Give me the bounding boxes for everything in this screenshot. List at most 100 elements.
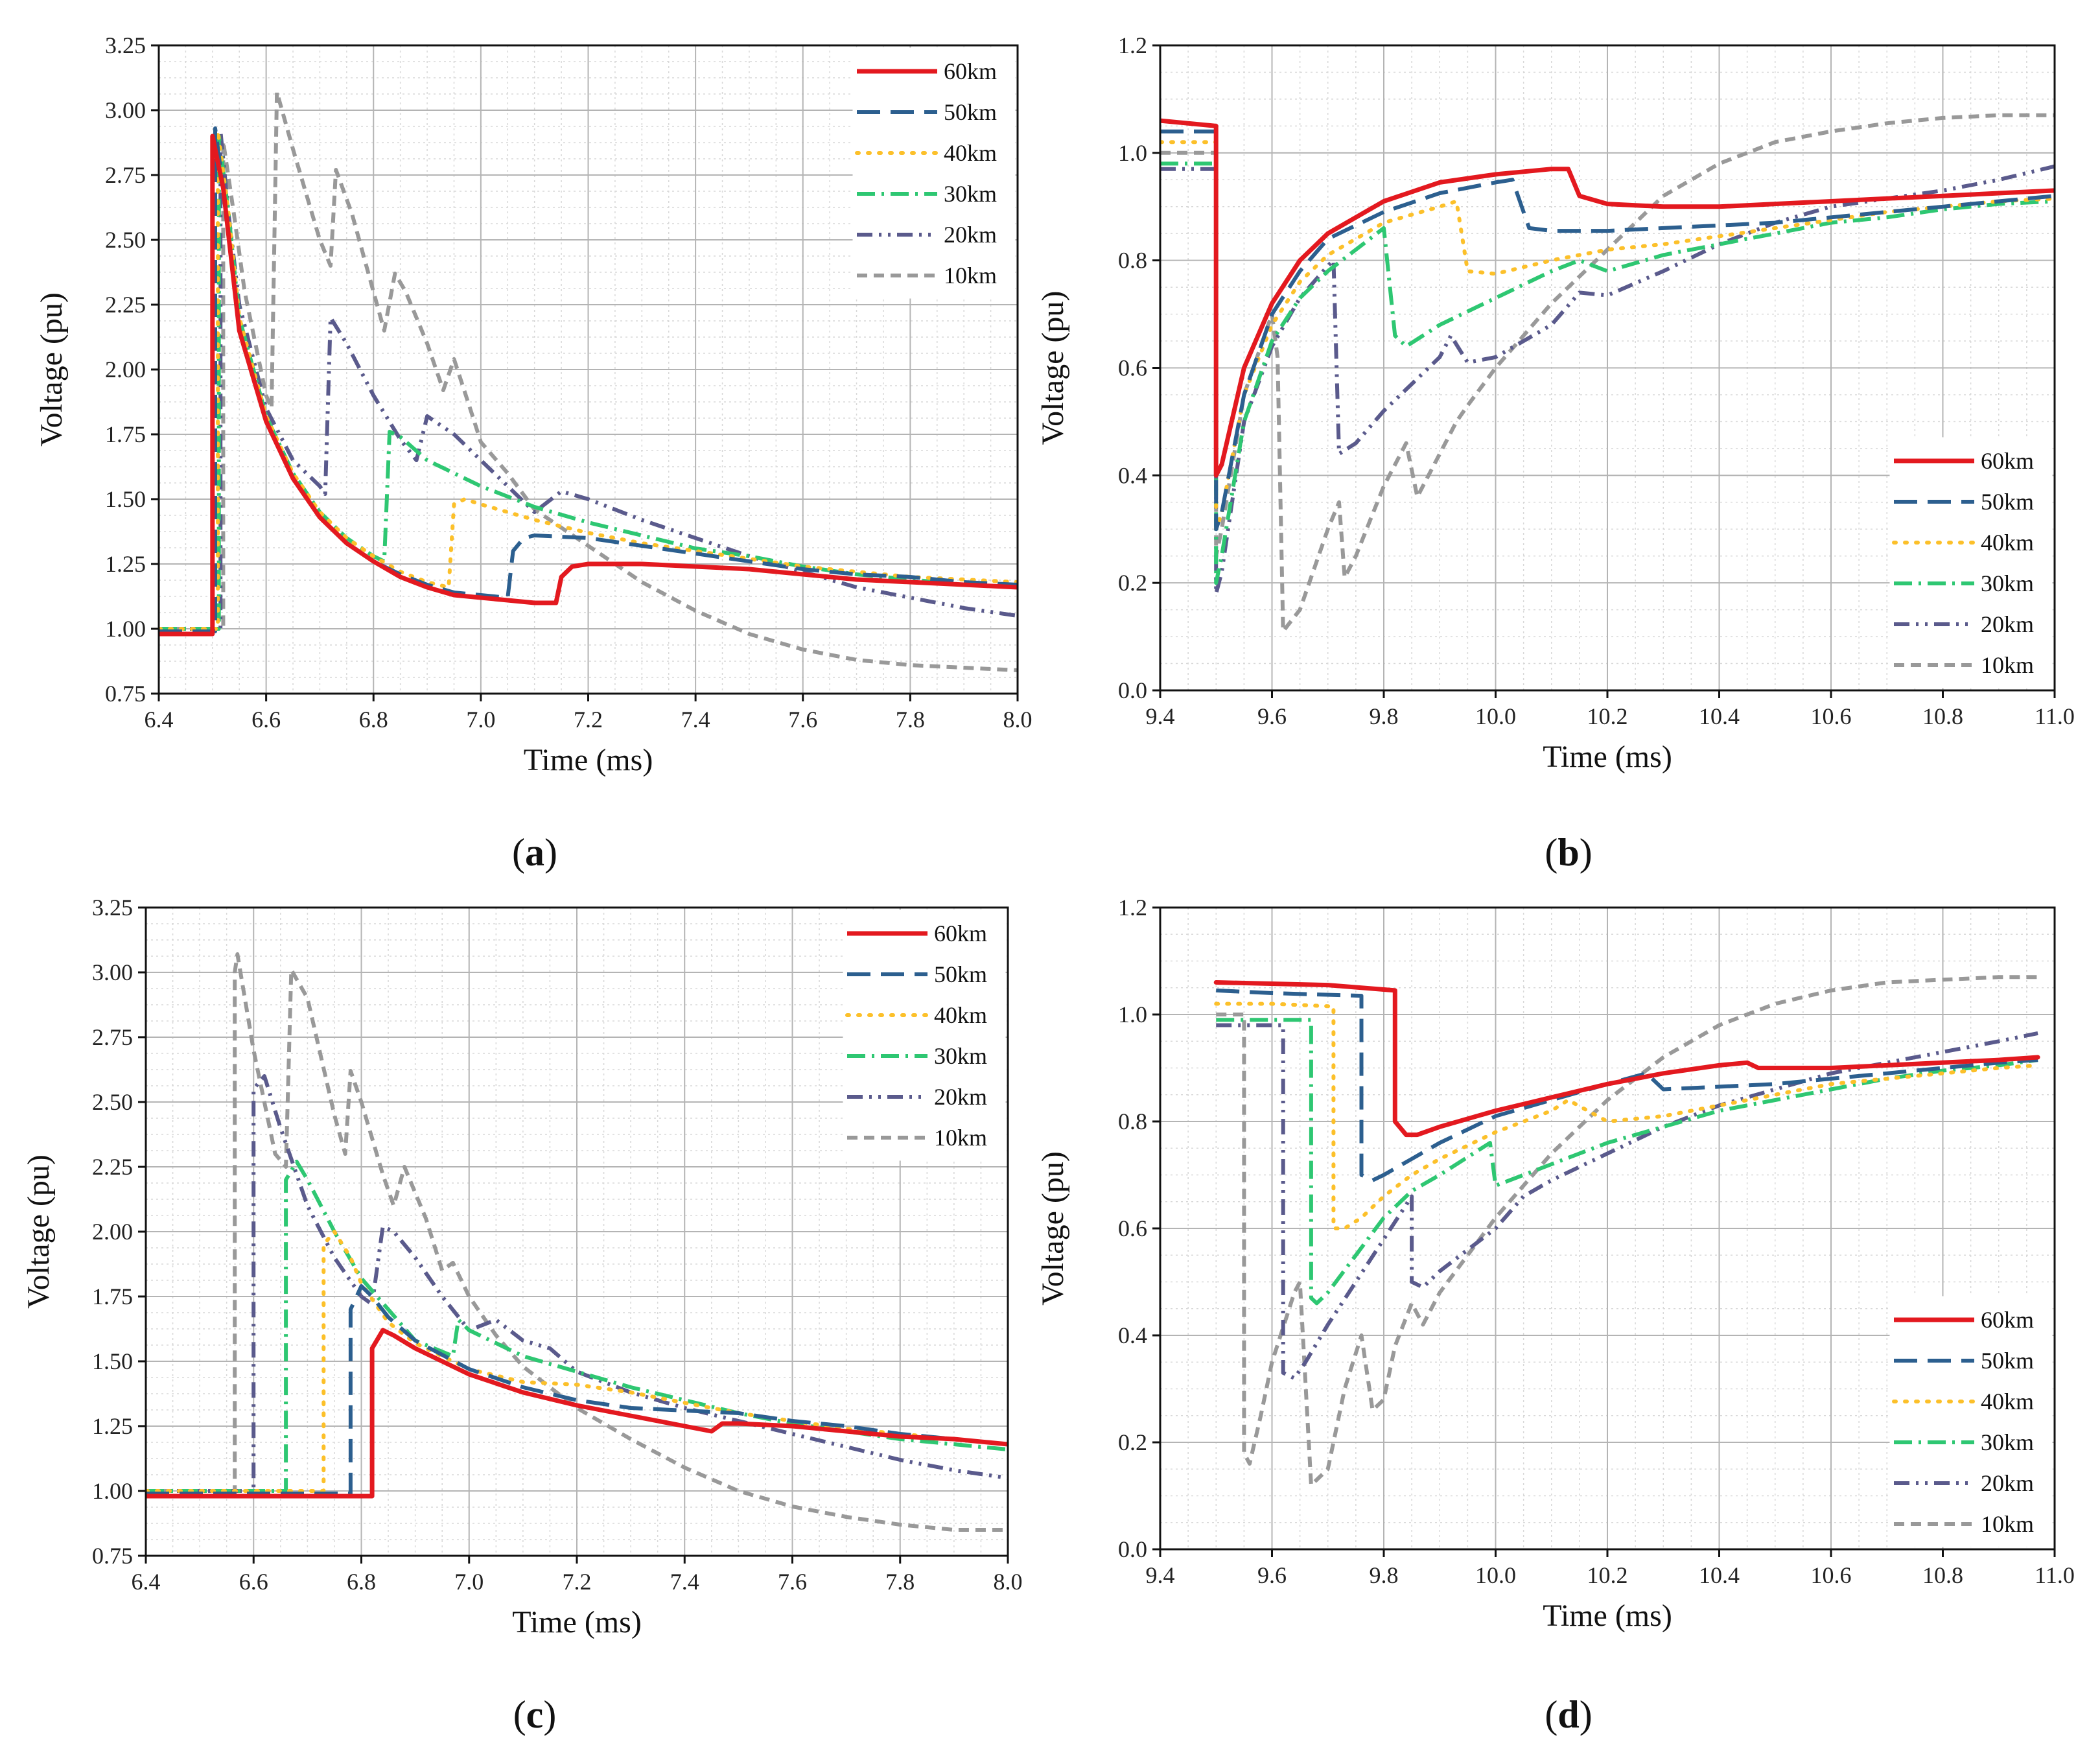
legend: 60km 50km 40km 30km 20km 10km bbox=[843, 909, 1006, 1161]
y-axis-title: Voltage (pu) bbox=[1036, 291, 1070, 445]
x-axis-title: Time (ms) bbox=[524, 743, 653, 777]
legend-label-40km: 40km bbox=[1981, 530, 2034, 556]
x-tick-label: 11.0 bbox=[2035, 703, 2075, 729]
x-axis-title: Time (ms) bbox=[1543, 740, 1672, 774]
legend-box bbox=[1889, 1296, 2053, 1547]
legend: 60km 50km 40km 30km 20km 10km bbox=[1889, 437, 2053, 688]
x-tick-label: 10.6 bbox=[1811, 1562, 1852, 1588]
series-line-40km bbox=[159, 129, 1018, 631]
panel-label-a: (a) bbox=[512, 831, 557, 874]
legend-box bbox=[843, 909, 1006, 1161]
y-tick-label: 1.50 bbox=[92, 1348, 133, 1374]
y-tick-label: 2.00 bbox=[92, 1219, 133, 1245]
y-tick-label: 0.6 bbox=[1118, 1215, 1147, 1241]
legend-label-20km: 20km bbox=[1981, 611, 2034, 637]
x-tick-label: 7.0 bbox=[454, 1569, 484, 1595]
y-tick-label: 2.50 bbox=[92, 1089, 133, 1115]
x-tick-label: 9.4 bbox=[1146, 703, 1175, 729]
x-tick-label: 7.0 bbox=[466, 707, 495, 733]
legend-box bbox=[852, 47, 1016, 299]
legend-label-50km: 50km bbox=[934, 961, 987, 987]
x-tick-label: 6.6 bbox=[251, 707, 281, 733]
x-tick-label: 7.8 bbox=[896, 707, 925, 733]
y-tick-label: 0.75 bbox=[92, 1543, 133, 1569]
legend-label-20km: 20km bbox=[944, 222, 997, 248]
y-tick-label: 3.00 bbox=[92, 959, 133, 985]
x-tick-label: 7.6 bbox=[788, 707, 817, 733]
series-group bbox=[1213, 975, 2040, 1487]
series-line-30km bbox=[1160, 161, 2055, 585]
y-tick-label: 0.0 bbox=[1118, 677, 1147, 703]
legend-label-60km: 60km bbox=[944, 58, 997, 84]
x-tick-label: 6.4 bbox=[132, 1569, 161, 1595]
y-axis-title: Voltage (pu) bbox=[1036, 1151, 1070, 1306]
y-tick-label: 2.00 bbox=[105, 357, 146, 382]
legend-label-30km: 30km bbox=[934, 1043, 987, 1069]
y-tick-label: 2.25 bbox=[105, 292, 146, 318]
y-tick-label: 1.50 bbox=[105, 486, 146, 512]
series-line-60km bbox=[146, 1328, 1008, 1499]
y-tick-label: 2.50 bbox=[105, 227, 146, 253]
x-tick-label: 6.4 bbox=[145, 707, 174, 733]
series-line-10km bbox=[159, 90, 1018, 672]
legend-label-50km: 50km bbox=[1981, 1348, 2034, 1374]
legend-box bbox=[1889, 437, 2053, 688]
legend-label-20km: 20km bbox=[1981, 1470, 2034, 1496]
y-tick-label: 0.2 bbox=[1118, 1429, 1147, 1455]
y-tick-label: 2.25 bbox=[92, 1154, 133, 1180]
panel-label-d: (d) bbox=[1545, 1693, 1592, 1736]
legend-label-30km: 30km bbox=[1981, 570, 2034, 596]
y-tick-label: 0.4 bbox=[1118, 1322, 1147, 1348]
x-tick-label: 7.2 bbox=[563, 1569, 592, 1595]
series-line-20km bbox=[1216, 1023, 2038, 1380]
y-tick-label: 3.00 bbox=[105, 97, 146, 123]
y-tick-label: 1.75 bbox=[92, 1284, 133, 1309]
series-group bbox=[159, 90, 1018, 672]
chart-panel-a: 6.4 6.6 6.8 7.0 7.2 7.4 7.6 7.8 8.0 0.75 1.00 1.25 1… bbox=[34, 32, 1032, 777]
y-tick-label: 1.0 bbox=[1118, 140, 1147, 166]
series-line-60km bbox=[1213, 980, 2040, 1138]
panel-label-c: (c) bbox=[513, 1693, 557, 1736]
x-tick-label: 6.8 bbox=[347, 1569, 376, 1595]
x-tick-label: 10.4 bbox=[1699, 703, 1740, 729]
legend-label-60km: 60km bbox=[1981, 1307, 2034, 1333]
chart-panel-d: 9.4 9.6 9.8 10.0 10.2 10.4 10.6 10.8 11.0 0.0 0.2 0… bbox=[1036, 895, 2075, 1633]
x-tick-label: 9.6 bbox=[1257, 1562, 1287, 1588]
series-line-30km bbox=[146, 1160, 1008, 1493]
y-tick-label: 2.75 bbox=[105, 162, 146, 188]
y-tick-label: 1.25 bbox=[105, 551, 146, 577]
y-tick-label: 1.00 bbox=[105, 616, 146, 642]
x-tick-label: 9.4 bbox=[1146, 1562, 1175, 1588]
legend-label-40km: 40km bbox=[944, 140, 997, 166]
series-line-50km bbox=[1160, 129, 2055, 532]
x-tick-label: 6.6 bbox=[239, 1569, 268, 1595]
legend-label-40km: 40km bbox=[934, 1002, 987, 1028]
y-tick-label: 0.8 bbox=[1118, 248, 1147, 274]
series-group bbox=[1160, 113, 2055, 633]
x-tick-label: 7.4 bbox=[670, 1569, 699, 1595]
x-tick-label: 10.4 bbox=[1699, 1562, 1740, 1588]
y-tick-label: 1.0 bbox=[1118, 1002, 1147, 1027]
y-tick-label: 1.25 bbox=[92, 1413, 133, 1439]
series-line-30km bbox=[159, 134, 1018, 631]
series-line-60km bbox=[159, 134, 1018, 637]
legend-label-10km: 10km bbox=[944, 263, 997, 288]
legend-label-60km: 60km bbox=[1981, 448, 2034, 474]
x-tick-label: 10.8 bbox=[1922, 1562, 1963, 1588]
series-line-10km bbox=[146, 952, 1008, 1532]
x-tick-label: 9.8 bbox=[1370, 703, 1399, 729]
x-tick-label: 10.2 bbox=[1587, 703, 1628, 729]
series-line-60km bbox=[1160, 118, 2055, 478]
series-line-10km bbox=[1216, 975, 2038, 1487]
panel-label-b: (b) bbox=[1545, 831, 1592, 874]
y-tick-label: 0.6 bbox=[1118, 355, 1147, 381]
y-tick-label: 0.2 bbox=[1118, 570, 1147, 596]
y-tick-label: 3.25 bbox=[105, 32, 146, 58]
x-axis-title: Time (ms) bbox=[1543, 1599, 1672, 1633]
x-tick-label: 9.6 bbox=[1257, 703, 1287, 729]
x-tick-label: 7.8 bbox=[885, 1569, 915, 1595]
legend: 60km 50km 40km 30km 20km 10km bbox=[852, 47, 1016, 299]
x-tick-label: 7.2 bbox=[574, 707, 603, 733]
legend-label-10km: 10km bbox=[1981, 652, 2034, 678]
chart-panel-c: 6.4 6.6 6.8 7.0 7.2 7.4 7.6 7.8 8.0 0.75 1.00 1.25 1… bbox=[21, 895, 1023, 1639]
